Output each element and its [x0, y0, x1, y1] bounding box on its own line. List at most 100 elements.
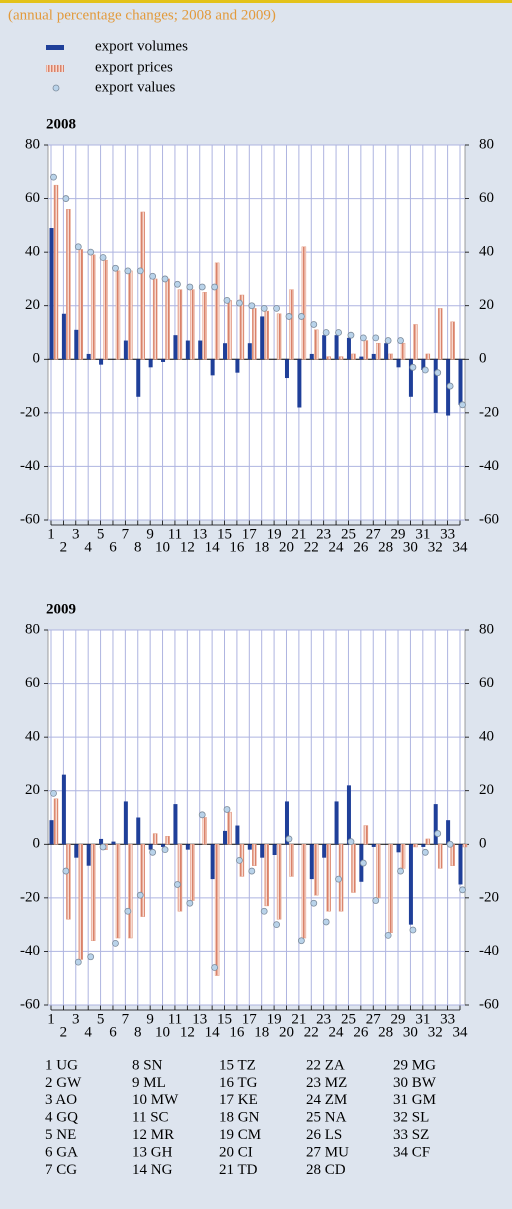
- x-tick-label: 28: [378, 1024, 393, 1040]
- x-tick-label: 32: [428, 539, 443, 555]
- value-marker: [174, 280, 181, 288]
- x-tick-label: 29: [391, 1011, 406, 1027]
- volume-bar: [123, 801, 128, 845]
- value-marker: [236, 856, 243, 864]
- x-tick-label: 4: [84, 1024, 92, 1040]
- legend-swatch: [46, 65, 64, 72]
- x-tick-label: 17: [242, 526, 258, 542]
- price-bar: [78, 844, 84, 960]
- key-entry: 31 GM: [393, 1092, 436, 1108]
- price-bar: [437, 844, 443, 869]
- value-marker: [174, 881, 181, 888]
- value-marker: [236, 299, 243, 307]
- price-bar: [413, 844, 418, 848]
- volume-bar: [198, 340, 203, 360]
- volume-bar: [297, 359, 302, 408]
- value-marker: [149, 848, 157, 856]
- x-tick-label: 25: [341, 1011, 356, 1027]
- x-tick-label: 3: [72, 526, 80, 542]
- value-marker: [421, 848, 429, 856]
- x-tick-label: 30: [403, 1024, 418, 1040]
- key-entry: 27 MU: [306, 1144, 349, 1160]
- value-marker: [260, 304, 268, 312]
- key-entry: 23 MZ: [306, 1075, 347, 1091]
- price-bar: [425, 838, 431, 845]
- value-marker: [50, 789, 57, 797]
- key-entry: 20 CI: [219, 1144, 253, 1160]
- y2-tick-label: 80: [479, 621, 494, 637]
- volume-bar: [371, 353, 376, 360]
- volume-bar: [99, 838, 104, 845]
- x-tick-label: 22: [304, 1024, 319, 1040]
- price-bar: [239, 294, 245, 360]
- volume-bar: [396, 844, 401, 853]
- volume-bar: [334, 335, 339, 360]
- volume-bar: [346, 337, 351, 360]
- x-tick-label: 1: [47, 1011, 55, 1027]
- panel-title: 2008: [46, 116, 76, 132]
- key-entry: 17 KE: [219, 1092, 258, 1108]
- y2-tick-label: 80: [479, 136, 494, 152]
- x-tick-label: 20: [279, 539, 294, 555]
- x-tick-label: 19: [267, 1011, 282, 1027]
- y2-tick-label: 40: [479, 244, 494, 260]
- x-tick-label: 5: [97, 526, 105, 542]
- x-tick-label: 26: [353, 539, 369, 555]
- price-bar: [351, 353, 356, 360]
- volume-bar: [433, 804, 438, 845]
- y-tick-label: 20: [25, 782, 40, 798]
- price-bar: [375, 342, 381, 360]
- value-marker: [62, 867, 70, 875]
- volume-bar: [247, 343, 252, 360]
- price-bar: [177, 844, 183, 912]
- price-bar: [202, 817, 207, 845]
- volume-bar: [247, 844, 252, 850]
- x-tick-label: 18: [254, 1024, 269, 1040]
- y2-tick-label: 40: [479, 729, 494, 745]
- value-marker: [198, 283, 206, 291]
- y-tick-label: -20: [20, 889, 40, 905]
- x-tick-label: 27: [366, 526, 382, 542]
- price-bar: [363, 340, 369, 360]
- y-tick-label: 0: [33, 836, 41, 852]
- value-marker: [322, 329, 330, 336]
- x-tick-label: 3: [72, 1011, 80, 1027]
- x-tick-label: 24: [329, 539, 345, 555]
- x-tick-label: 7: [122, 526, 130, 542]
- key-entry: 10 MW: [132, 1092, 179, 1108]
- value-marker: [223, 806, 231, 813]
- value-marker: [335, 329, 342, 336]
- x-tick-label: 11: [168, 1011, 182, 1027]
- volume-bar: [322, 335, 327, 360]
- price-bar: [264, 844, 269, 907]
- price-bar: [53, 184, 59, 360]
- x-tick-label: 6: [109, 1024, 117, 1040]
- price-bar: [177, 289, 183, 360]
- value-marker: [372, 897, 380, 904]
- price-bar: [462, 844, 468, 848]
- value-marker: [186, 899, 194, 907]
- volume-bar: [136, 359, 141, 397]
- value-marker: [186, 283, 194, 291]
- value-marker: [285, 835, 293, 843]
- y-tick-label: -60: [20, 996, 40, 1012]
- volume-bar: [210, 844, 215, 880]
- price-bar: [450, 321, 455, 360]
- price-bar: [190, 289, 195, 360]
- price-bar: [351, 844, 356, 893]
- y2-tick-label: -20: [479, 404, 499, 420]
- price-bar: [227, 300, 232, 360]
- value-marker: [112, 264, 119, 272]
- key-entry: 22 ZA: [306, 1057, 345, 1073]
- x-tick-label: 16: [229, 1024, 245, 1040]
- key-entry: 9 ML: [132, 1075, 166, 1091]
- subtitle: (annual percentage changes; 2008 and 200…: [8, 7, 276, 23]
- volume-bar: [458, 359, 463, 405]
- x-tick-label: 31: [415, 1011, 430, 1027]
- volume-bar: [284, 801, 289, 845]
- price-bar: [152, 278, 158, 360]
- value-marker: [99, 254, 107, 261]
- volume-bar: [346, 785, 351, 845]
- x-tick-label: 9: [146, 1011, 154, 1027]
- price-bar: [413, 324, 418, 360]
